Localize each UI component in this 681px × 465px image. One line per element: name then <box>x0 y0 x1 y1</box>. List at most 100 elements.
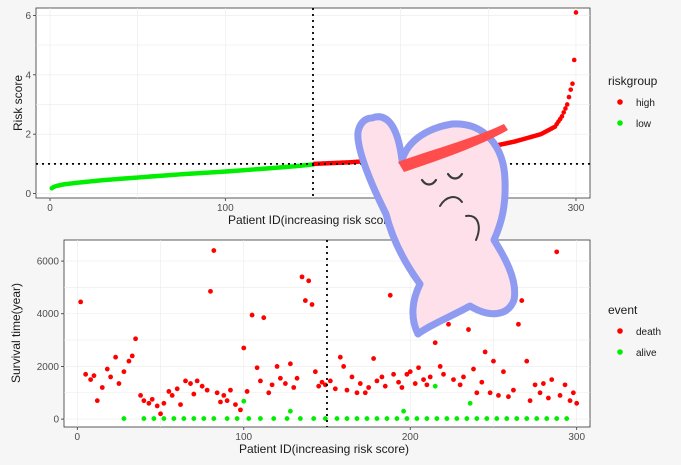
risk-score-y-tick-label: 4 <box>25 70 31 81</box>
survival-point-death <box>282 381 288 386</box>
survival-point-death <box>344 387 350 393</box>
survival-point-alive <box>121 416 127 421</box>
survival-point-death <box>319 379 325 385</box>
survival-point-death <box>166 389 172 394</box>
survival-point-death <box>309 302 315 307</box>
survival-point-alive <box>224 416 230 421</box>
survival-point-alive <box>246 416 252 421</box>
survival-point-death <box>138 392 143 398</box>
legend-swatch-high <box>617 99 623 105</box>
survival-point-death <box>233 402 238 408</box>
survival-point-death <box>214 390 220 396</box>
survival-point-death <box>94 398 100 404</box>
survival-point-death <box>108 374 114 380</box>
survival-point-death <box>424 382 430 388</box>
survival-point-death <box>322 382 328 388</box>
survival-point-death <box>261 315 267 321</box>
survival-point-death <box>432 340 438 346</box>
survival-point-alive <box>344 416 350 421</box>
survival-point-death <box>399 385 405 390</box>
event-legend: event death alive <box>608 303 661 359</box>
survival-point-alive <box>161 416 167 421</box>
survival-panel: 0 100 200 300 0 2000 4000 6000 Patient ID(incr… <box>9 239 661 456</box>
survival-point-death <box>312 369 318 375</box>
survival-point-death <box>188 381 193 386</box>
survival-point-death <box>412 381 418 386</box>
risk-point-high <box>570 81 575 87</box>
survival-point-death <box>374 378 380 384</box>
survival-x-tick-label: 200 <box>402 432 419 443</box>
survival-point-death <box>379 374 385 380</box>
survival-y-tick-label: 0 <box>53 415 59 426</box>
survival-point-death <box>506 394 511 400</box>
risk-point-high <box>573 10 579 15</box>
survival-point-alive <box>201 416 207 421</box>
survival-point-death <box>441 371 446 377</box>
survival-point-alive <box>424 416 430 421</box>
survival-y-tick-label: 6000 <box>37 257 60 268</box>
survival-point-death <box>527 398 533 404</box>
survival-point-alive <box>484 416 490 421</box>
survival-point-alive <box>297 416 303 421</box>
legend-label-alive: alive <box>636 348 657 359</box>
survival-point-alive <box>287 408 293 414</box>
survival-point-alive <box>554 416 560 421</box>
survival-point-death <box>540 381 546 386</box>
survival-point-death <box>327 378 333 384</box>
survival-point-death <box>451 377 456 382</box>
risk-score-y-tick-label: 2 <box>25 130 31 141</box>
risk-point-high <box>566 94 572 100</box>
survival-point-death <box>241 345 247 351</box>
risk-point-high <box>563 106 568 111</box>
survival-x-tick-label: 0 <box>75 432 81 443</box>
survival-point-alive <box>404 416 410 421</box>
survival-point-death <box>532 382 538 388</box>
survival-point-alive <box>191 416 197 421</box>
survival-point-alive <box>494 416 500 421</box>
survival-point-death <box>133 336 138 342</box>
event-legend-title: event <box>608 303 638 317</box>
riskgroup-legend-title: riskgroup <box>608 74 658 88</box>
survival-point-death <box>191 391 197 397</box>
survival-point-alive <box>514 416 520 421</box>
survival-point-death <box>501 369 506 375</box>
legend-label-low: low <box>636 119 652 130</box>
survival-point-alive <box>444 416 450 421</box>
survival-point-death <box>357 381 363 386</box>
survival-point-alive <box>322 416 328 421</box>
survival-point-death <box>211 248 217 253</box>
legend-label-high: high <box>636 98 655 109</box>
survival-point-death <box>516 321 521 327</box>
survival-point-alive <box>524 416 530 421</box>
survival-point-death <box>238 407 243 413</box>
survival-point-death <box>519 298 525 303</box>
risk-score-y-tick-label: 0 <box>25 189 31 200</box>
survival-point-death <box>407 369 413 375</box>
survival-point-death <box>183 378 188 384</box>
survival-point-death <box>78 299 84 305</box>
survival-point-alive <box>181 416 187 421</box>
survival-point-alive <box>141 416 147 421</box>
survival-point-death <box>174 386 180 392</box>
survival-point-death <box>537 390 543 396</box>
survival-point-death <box>437 364 443 369</box>
survival-x-axis-label: Patient ID(increasing risk score) <box>239 442 409 456</box>
survival-point-alive <box>234 416 240 421</box>
survival-point-death <box>221 392 227 398</box>
survival-point-death <box>224 398 230 404</box>
survival-point-alive <box>394 416 400 421</box>
survival-point-death <box>474 390 480 396</box>
survival-point-death <box>204 387 210 393</box>
risk-point-high <box>571 57 577 63</box>
survival-point-death <box>466 327 471 332</box>
survival-point-death <box>496 392 501 398</box>
legend-swatch-alive <box>617 349 623 355</box>
survival-point-death <box>161 400 167 406</box>
survival-point-alive <box>284 416 290 421</box>
survival-point-death <box>371 356 377 361</box>
survival-point-death <box>457 382 463 388</box>
cartoon-waving-character-sticker <box>354 113 519 338</box>
survival-point-death <box>208 288 213 294</box>
